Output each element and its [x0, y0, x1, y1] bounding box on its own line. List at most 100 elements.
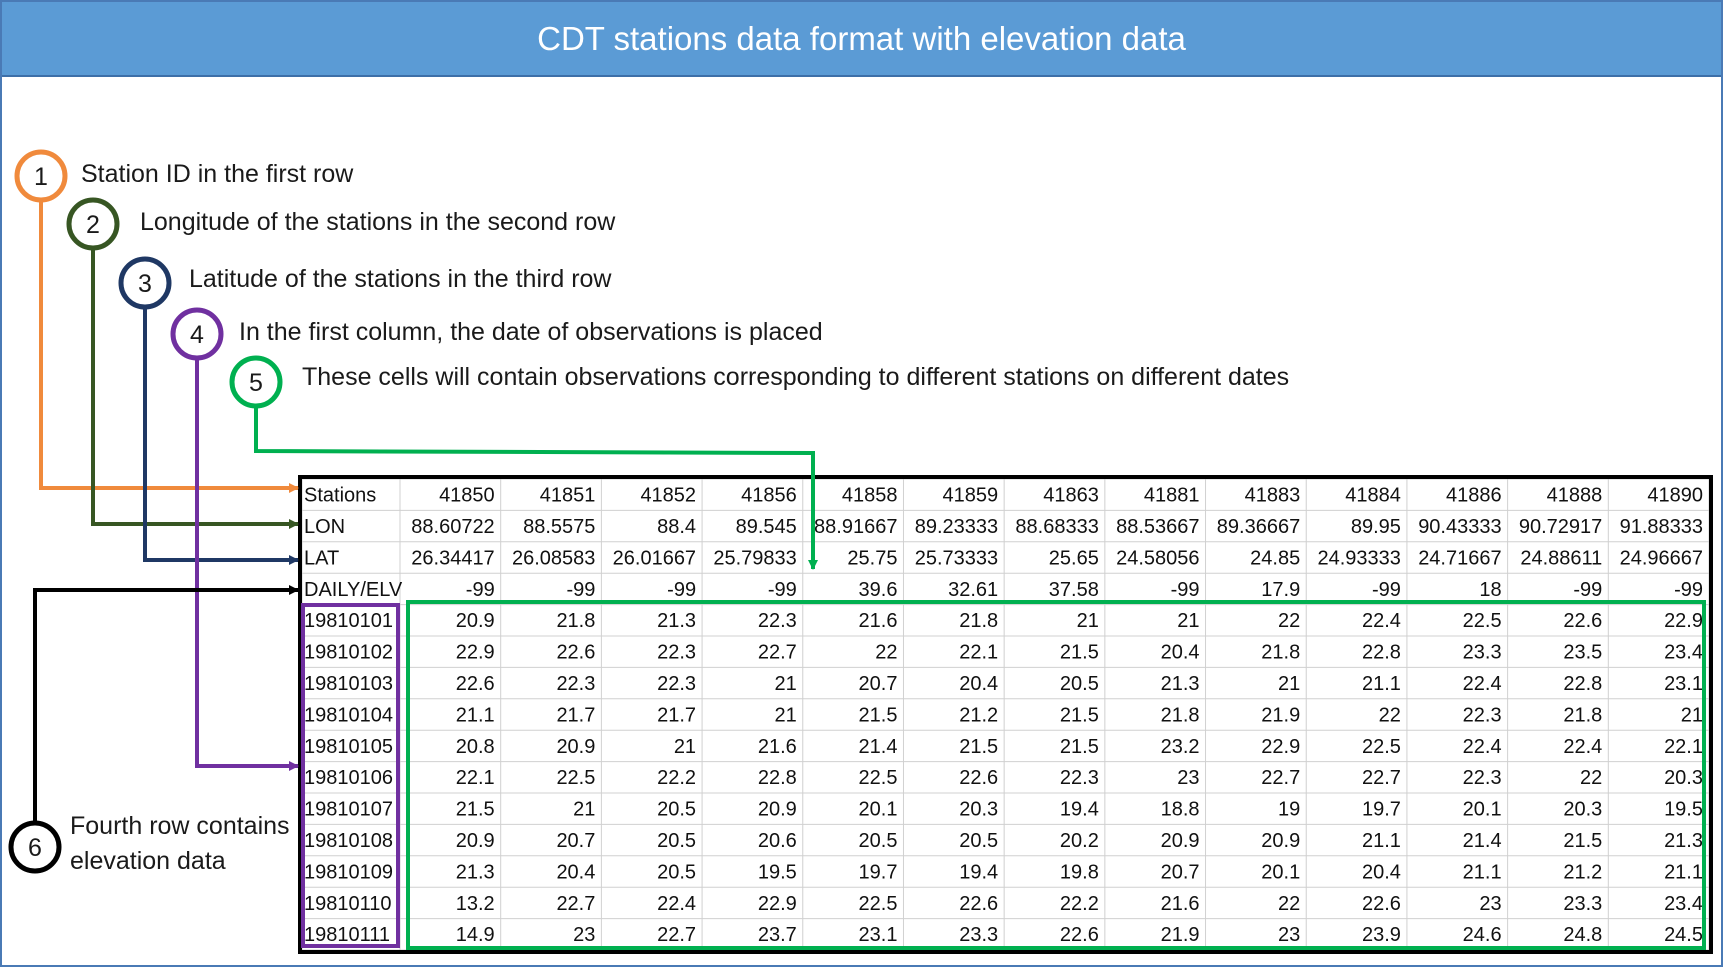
step-4-circle — [170, 307, 224, 361]
metadata-cell: 26.34417 — [411, 547, 494, 569]
metadata-cell: 18 — [1479, 579, 1501, 601]
station-id-cell: 41852 — [640, 485, 696, 507]
row-header-cell: LON — [304, 516, 345, 538]
observation-cell: 21.9 — [1161, 924, 1200, 946]
step-3-text: Latitude of the stations in the third ro… — [189, 265, 612, 293]
observation-cell: 19.7 — [859, 861, 898, 883]
arrow-dates — [195, 359, 299, 771]
arrow-longitude — [91, 248, 299, 529]
observation-cell: 22.2 — [1060, 893, 1099, 915]
observation-cell: 13.2 — [456, 893, 495, 915]
observation-cell: 22 — [1580, 767, 1602, 789]
observation-cell: 21.1 — [1664, 861, 1703, 883]
dates-column-highlight — [301, 603, 400, 948]
observation-cell: 22.3 — [758, 610, 797, 632]
observation-cell: 23.5 — [1563, 642, 1602, 664]
station-id-cell: 41883 — [1245, 485, 1301, 507]
metadata-cell: -99 — [466, 579, 495, 601]
observation-cell: 21.1 — [456, 704, 495, 726]
observation-cell: 21.8 — [1563, 704, 1602, 726]
step-4-text: In the first column, the date of observa… — [239, 318, 823, 346]
observation-cell: 21.3 — [1161, 673, 1200, 695]
observation-cell: 22.4 — [1463, 673, 1502, 695]
observation-cell: 22.5 — [556, 767, 595, 789]
observation-cell: 19.4 — [1060, 799, 1099, 821]
date-cell: 19810105 — [304, 736, 393, 758]
data-table: Stations 41850 41851 41852 41856 41858 41859 41… — [304, 485, 1703, 947]
observation-cell: 22.7 — [1261, 767, 1300, 789]
observation-cell: 22.5 — [1463, 610, 1502, 632]
metadata-cell: 24.71667 — [1418, 547, 1501, 569]
observation-cell: 23.7 — [758, 924, 797, 946]
metadata-cell: 39.6 — [859, 579, 898, 601]
observation-cell: 22.6 — [959, 893, 998, 915]
arrow-observations — [254, 407, 818, 570]
observation-cell: 23.2 — [1161, 736, 1200, 758]
station-id-cell: 41856 — [741, 485, 797, 507]
observation-cell: 21.3 — [456, 861, 495, 883]
observation-cell: 20.9 — [456, 830, 495, 852]
observation-cell: 22.3 — [556, 673, 595, 695]
metadata-cell: 25.79833 — [713, 547, 796, 569]
table-border — [298, 475, 1713, 954]
date-cell: 19810102 — [304, 642, 393, 664]
observation-cell: 21.5 — [1563, 830, 1602, 852]
observation-cell: 23.4 — [1664, 893, 1703, 915]
arrow-elevation — [33, 585, 299, 822]
metadata-cell: 88.68333 — [1015, 516, 1098, 538]
observation-cell: 22.9 — [1664, 610, 1703, 632]
metadata-cell: 88.91667 — [814, 516, 897, 538]
metadata-cell: 26.08583 — [512, 547, 595, 569]
date-cell: 19810109 — [304, 861, 393, 883]
observation-cell: 22.8 — [758, 767, 797, 789]
metadata-cell: 24.85 — [1250, 547, 1300, 569]
metadata-cell: -99 — [768, 579, 797, 601]
step-4-number: 4 — [190, 321, 204, 349]
step-6: 6 Fourth row contains elevation data — [8, 812, 290, 875]
observation-cell: 20.9 — [758, 799, 797, 821]
observation-cell: 22.7 — [657, 924, 696, 946]
station-id-cell: 41859 — [943, 485, 999, 507]
observation-cell: 21 — [1077, 610, 1099, 632]
observation-cell: 22.3 — [657, 673, 696, 695]
observation-cell: 23.3 — [1563, 893, 1602, 915]
observation-cell: 21.6 — [1161, 893, 1200, 915]
observation-cell: 23 — [1479, 893, 1501, 915]
metadata-cell: -99 — [667, 579, 696, 601]
station-id-cell: 41888 — [1547, 485, 1603, 507]
observation-cell: 21.5 — [1060, 642, 1099, 664]
observation-cell: 22.6 — [1060, 924, 1099, 946]
date-cell: 19810110 — [304, 893, 392, 915]
observation-cell: 21.5 — [859, 704, 898, 726]
observation-cell: 20.3 — [959, 799, 998, 821]
observation-cell: 22.1 — [959, 642, 998, 664]
observation-cell: 23.1 — [859, 924, 898, 946]
station-id-cell: 41881 — [1144, 485, 1200, 507]
observation-cell: 23.3 — [959, 924, 998, 946]
observation-cell: 20.9 — [456, 610, 495, 632]
observation-cell: 21 — [674, 736, 696, 758]
observation-cell: 21 — [573, 799, 595, 821]
observation-cell: 20.4 — [1362, 861, 1401, 883]
observation-cell: 20.1 — [1261, 861, 1300, 883]
observation-cell: 21 — [775, 704, 797, 726]
step-1-circle — [14, 149, 68, 203]
step-6-circle — [8, 820, 62, 874]
metadata-cell: 89.36667 — [1217, 516, 1300, 538]
observation-cell: 22.9 — [758, 893, 797, 915]
metadata-cell: -99 — [1171, 579, 1200, 601]
metadata-cell: 90.72917 — [1519, 516, 1602, 538]
observation-cell: 21.7 — [556, 704, 595, 726]
observation-cell: 24.6 — [1463, 924, 1502, 946]
station-id-cell: 41858 — [842, 485, 898, 507]
observation-cell: 21 — [1177, 610, 1199, 632]
observation-cell: 21.5 — [456, 799, 495, 821]
observation-cell: 22.3 — [1463, 767, 1502, 789]
observation-cell: 21.1 — [1463, 861, 1502, 883]
observation-cell: 22.1 — [456, 767, 495, 789]
observation-cell: 21.4 — [1463, 830, 1502, 852]
observation-cell: 19.7 — [1362, 799, 1401, 821]
metadata-cell: -99 — [1372, 579, 1401, 601]
observation-cell: 19.5 — [758, 861, 797, 883]
observation-cell: 22.6 — [959, 767, 998, 789]
